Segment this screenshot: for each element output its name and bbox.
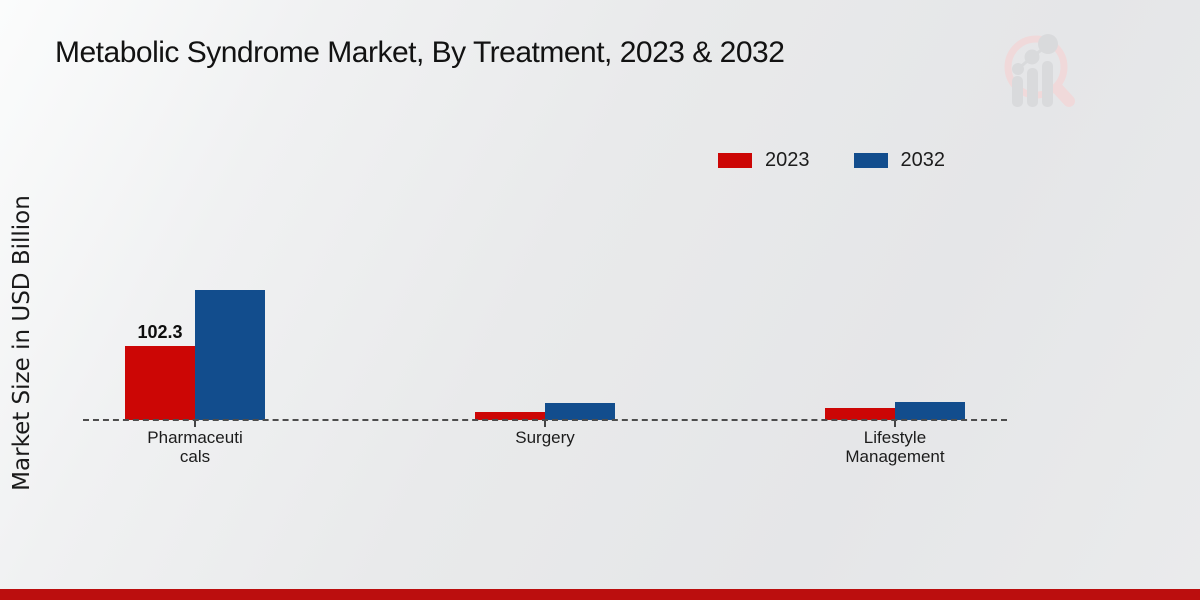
legend-item-2032: 2032 [853, 149, 946, 172]
x-axis-baseline [83, 419, 1007, 421]
x-axis-tick [544, 421, 546, 427]
bar-2032-lifestyle-management [895, 401, 965, 420]
legend-label-2032: 2032 [900, 149, 946, 171]
bar-2032-surgery [545, 403, 615, 420]
x-axis-tick [194, 421, 196, 427]
bar-value-label: 102.3 [137, 322, 183, 342]
bar-2023-lifestyle-management [825, 408, 895, 420]
legend: 2023 2032 [718, 149, 945, 172]
category-label-surgery: Surgery [515, 428, 575, 447]
bar-2023-surgery [475, 411, 545, 420]
bar-2023-pharmaceuticals [125, 346, 195, 420]
category-label-pharmaceuticals: Pharmaceuti cals [147, 428, 243, 466]
x-axis-tick [894, 421, 896, 427]
legend-swatch-2023 [718, 153, 752, 168]
market-research-logo-watermark-icon [1004, 34, 1075, 107]
bottom-banner [0, 589, 1200, 600]
category-label-lifestyle-management: Lifestyle Management [845, 428, 945, 466]
bar-2032-pharmaceuticals [195, 289, 265, 420]
chart-title: Metabolic Syndrome Market, By Treatment,… [55, 36, 785, 69]
legend-swatch-2032 [853, 153, 888, 168]
legend-label-2023: 2023 [765, 149, 810, 171]
legend-item-2023: 2023 [718, 149, 810, 172]
